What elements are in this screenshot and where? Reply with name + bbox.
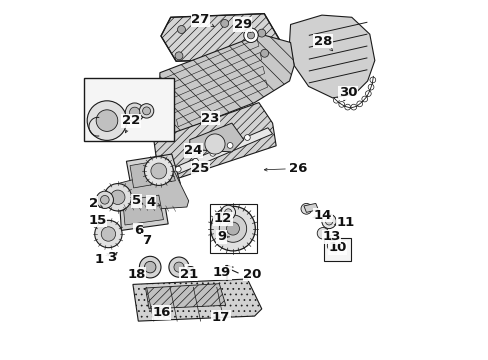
Text: 29: 29 — [233, 18, 251, 32]
Circle shape — [226, 222, 239, 235]
Polygon shape — [189, 123, 244, 152]
Circle shape — [175, 52, 183, 60]
Polygon shape — [153, 103, 276, 184]
Polygon shape — [122, 195, 163, 225]
Circle shape — [177, 26, 185, 33]
Circle shape — [144, 261, 156, 273]
Circle shape — [326, 240, 337, 251]
Text: 30: 30 — [338, 86, 357, 101]
Text: 2: 2 — [88, 197, 102, 210]
Circle shape — [95, 220, 122, 248]
Text: 3: 3 — [106, 251, 117, 264]
Circle shape — [350, 104, 356, 110]
Text: 22: 22 — [122, 114, 140, 133]
Text: 7: 7 — [142, 234, 151, 247]
Circle shape — [338, 102, 344, 107]
Text: 9: 9 — [217, 230, 229, 243]
Text: 20: 20 — [243, 268, 261, 281]
Polygon shape — [303, 203, 318, 212]
Circle shape — [219, 215, 246, 242]
Circle shape — [220, 19, 228, 27]
Circle shape — [367, 84, 373, 90]
Circle shape — [168, 257, 189, 277]
Circle shape — [139, 256, 161, 278]
Text: 19: 19 — [213, 266, 231, 279]
Circle shape — [257, 29, 265, 37]
Text: 11: 11 — [334, 216, 354, 229]
Circle shape — [209, 150, 215, 156]
Circle shape — [369, 77, 375, 83]
Text: 16: 16 — [152, 306, 170, 319]
Circle shape — [227, 143, 232, 148]
Circle shape — [301, 203, 311, 214]
Circle shape — [110, 190, 125, 204]
Circle shape — [333, 97, 339, 103]
Circle shape — [317, 228, 328, 239]
Bar — [324, 238, 351, 261]
Circle shape — [158, 174, 163, 180]
Circle shape — [96, 191, 113, 208]
Polygon shape — [161, 14, 280, 61]
Circle shape — [125, 103, 144, 122]
Bar — [84, 78, 173, 141]
Polygon shape — [159, 34, 294, 140]
Circle shape — [224, 209, 231, 216]
Text: 17: 17 — [211, 311, 230, 324]
Circle shape — [129, 107, 140, 117]
Text: 18: 18 — [127, 268, 145, 281]
Circle shape — [365, 91, 370, 96]
Text: 1: 1 — [94, 253, 110, 266]
Text: 10: 10 — [327, 241, 346, 254]
Circle shape — [144, 157, 173, 185]
Circle shape — [142, 107, 150, 115]
Text: 28: 28 — [313, 35, 332, 51]
Text: 25: 25 — [191, 162, 209, 175]
Circle shape — [344, 104, 350, 110]
Circle shape — [192, 158, 198, 164]
Circle shape — [321, 214, 336, 229]
Bar — [209, 204, 256, 253]
Circle shape — [174, 262, 183, 272]
Text: 23: 23 — [200, 112, 219, 125]
Circle shape — [101, 227, 115, 241]
Polygon shape — [130, 159, 175, 188]
Polygon shape — [145, 284, 225, 309]
Text: 13: 13 — [322, 230, 340, 243]
Text: 6: 6 — [133, 224, 142, 237]
Polygon shape — [149, 128, 272, 184]
Circle shape — [87, 101, 126, 140]
Text: 21: 21 — [179, 268, 198, 281]
Circle shape — [361, 96, 367, 102]
Polygon shape — [133, 279, 261, 321]
Polygon shape — [126, 154, 180, 193]
Polygon shape — [119, 190, 168, 230]
Text: 8: 8 — [185, 265, 194, 278]
Circle shape — [151, 163, 166, 179]
Text: 15: 15 — [88, 214, 106, 227]
Text: 4: 4 — [146, 196, 160, 209]
Polygon shape — [103, 160, 188, 211]
Text: 27: 27 — [191, 13, 214, 27]
Circle shape — [210, 206, 255, 251]
Circle shape — [325, 218, 332, 225]
Circle shape — [139, 104, 153, 118]
Circle shape — [356, 101, 362, 107]
Circle shape — [244, 28, 258, 42]
Circle shape — [96, 110, 118, 131]
Circle shape — [260, 49, 268, 57]
Text: 12: 12 — [213, 212, 231, 225]
Circle shape — [244, 135, 250, 140]
Circle shape — [204, 134, 224, 154]
Text: 5: 5 — [132, 194, 142, 207]
Circle shape — [175, 166, 181, 172]
Text: 26: 26 — [264, 162, 306, 175]
Circle shape — [221, 205, 235, 220]
Circle shape — [104, 184, 131, 211]
Circle shape — [247, 32, 254, 39]
Text: 24: 24 — [184, 144, 202, 157]
Polygon shape — [289, 15, 374, 98]
Circle shape — [101, 195, 109, 204]
Text: 14: 14 — [313, 209, 331, 222]
